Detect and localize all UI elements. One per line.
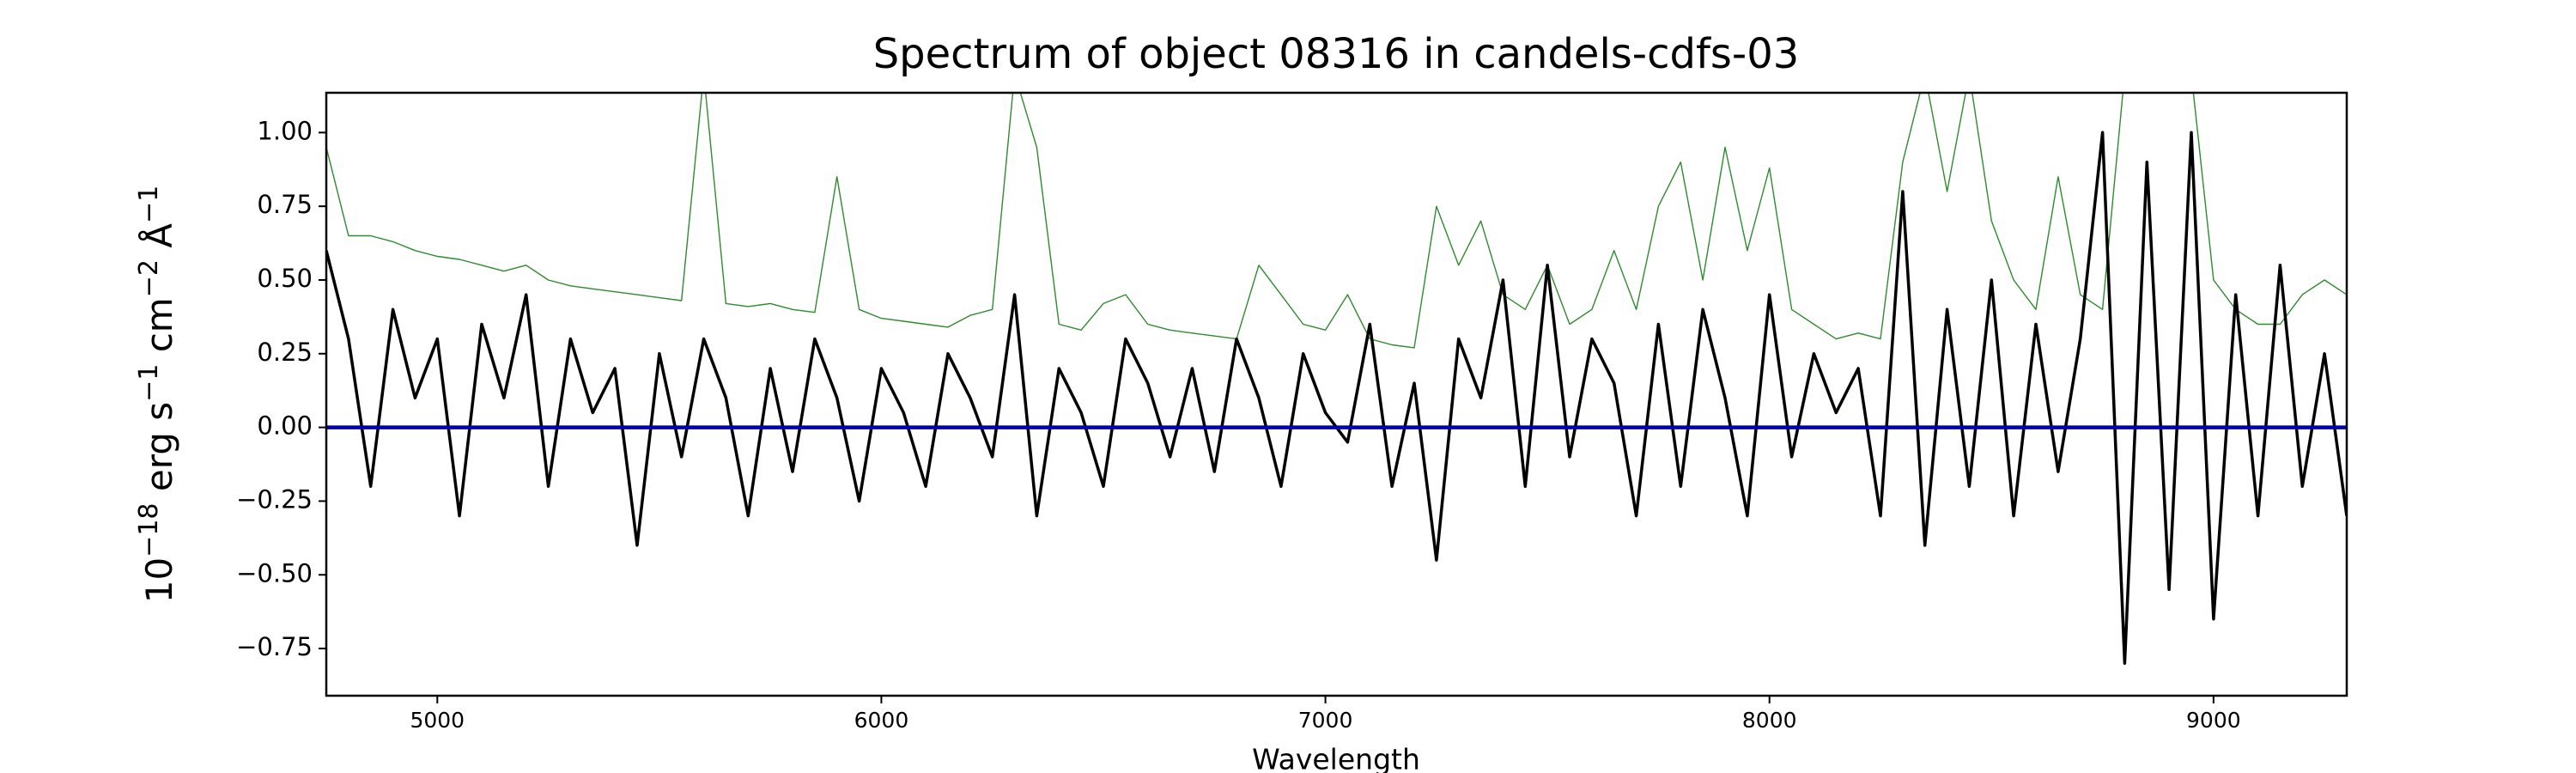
y-label-text: erg s [138, 402, 180, 503]
x-tick-label: 7000 [1298, 708, 1353, 733]
x-tick-label: 6000 [854, 708, 909, 733]
y-tick-label: 0.00 [257, 411, 313, 441]
x-axis-label: Wavelength [1252, 743, 1420, 773]
y-tick-label: −0.50 [236, 558, 313, 587]
spectrum-line [326, 93, 2347, 349]
chart-title: Spectrum of object 08316 in candels-cdfs… [873, 30, 1800, 78]
axes-frame [325, 91, 2348, 697]
y-label-superscript: −18 [134, 503, 164, 557]
y-tick-label: 0.50 [257, 264, 313, 293]
x-tick-label: 5000 [410, 708, 465, 733]
y-tick-label: −0.75 [236, 632, 313, 661]
x-tick-label: 8000 [1742, 708, 1797, 733]
y-label-superscript: −1 [134, 186, 164, 223]
y-label-superscript: −1 [134, 364, 164, 402]
y-label-text: Å [137, 223, 180, 259]
y-tick-label: −0.25 [236, 484, 313, 514]
x-tick-label: 9000 [2186, 708, 2241, 733]
y-tick-label: 0.25 [257, 338, 313, 367]
y-label-text: cm [138, 297, 180, 363]
y-label-text: 10 [138, 557, 180, 603]
y-tick-label: 1.00 [257, 116, 313, 145]
y-axis-label: 10−18 erg s−1 cm−2 Å−1 [134, 186, 181, 604]
y-label-superscript: −2 [134, 259, 164, 297]
plot-area [326, 93, 2347, 665]
y-tick-label: 0.75 [257, 190, 313, 219]
